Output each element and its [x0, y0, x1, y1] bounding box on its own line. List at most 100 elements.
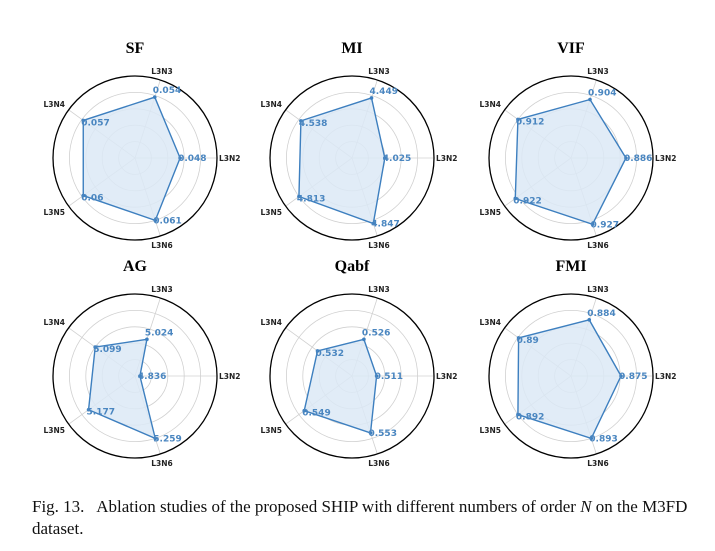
data-point-l3n2: [383, 156, 387, 160]
data-point-l3n6: [153, 218, 158, 223]
axis-label-l3n4: L3N4: [44, 100, 66, 109]
data-point-l3n3: [588, 97, 592, 102]
data-point-l3n2: [374, 374, 379, 378]
data-point-l3n6: [371, 221, 376, 226]
axis-label-l3n4: L3N4: [261, 100, 283, 109]
outer-ring: [52, 293, 218, 459]
data-point-l3n4: [93, 345, 97, 349]
data-point-l3n6: [368, 431, 373, 435]
value-label-l3n4: 4.538: [299, 119, 327, 129]
data-point-l3n4: [516, 336, 521, 340]
axis-label-l3n6: L3N6: [368, 241, 390, 250]
data-point-l3n5: [297, 194, 301, 199]
axis-label-l3n4: L3N4: [44, 318, 66, 327]
value-label-l3n4: 5.099: [93, 345, 121, 355]
radar-chart-mi: MI 4.025 4.449 4.538 4.813 4.847 L3N2 L3N3 L3N4 L…: [261, 40, 458, 250]
data-point-l3n2: [138, 374, 142, 378]
value-label-l3n3: 0.526: [362, 328, 390, 338]
value-label-l3n3: 4.449: [370, 87, 398, 97]
value-label-l3n5: 4.813: [297, 195, 325, 205]
value-label-l3n5: 5.177: [87, 408, 115, 418]
axis-label-l3n3: L3N3: [151, 67, 173, 76]
value-label-l3n5: 0.06: [81, 194, 103, 204]
value-label-l3n3: 0.054: [153, 86, 181, 96]
data-point-l3n6: [153, 436, 158, 441]
axis-label-l3n2: L3N2: [436, 154, 458, 163]
value-label-l3n4: 0.89: [517, 336, 539, 346]
data-polygon: [298, 97, 386, 225]
caption-text-before: Ablation studies of the proposed SHIP wi…: [96, 497, 576, 516]
axis-label-l3n5: L3N5: [44, 426, 66, 435]
chart-title: FMI: [555, 258, 586, 275]
data-point-l3n4: [516, 117, 520, 122]
axis-label-l3n3: L3N3: [587, 67, 609, 76]
data-point-l3n5: [513, 196, 518, 201]
chart-title: Qabf: [335, 258, 370, 275]
data-point-l3n6: [589, 436, 594, 441]
outer-ring: [488, 293, 654, 459]
radar-chart-grid: SF 0.048 0.054 0.057 0.06 0.061 L3N2 L3N3 L3N4 L3…: [44, 40, 677, 468]
axis-label-l3n6: L3N6: [368, 459, 390, 468]
axis-label-l3n4: L3N4: [480, 100, 502, 109]
data-point-l3n5: [86, 407, 91, 412]
axis-label-l3n2: L3N2: [219, 372, 241, 381]
axis-label-l3n2: L3N2: [655, 372, 677, 381]
outer-ring: [269, 75, 435, 241]
axis-label-l3n6: L3N6: [587, 459, 609, 468]
caption-symbol: N: [580, 497, 592, 516]
chart-title: MI: [341, 40, 362, 57]
value-label-l3n4: 0.057: [81, 118, 109, 128]
data-polygon: [87, 338, 157, 440]
axis-label-l3n5: L3N5: [480, 426, 502, 435]
value-label-l3n2: 4.836: [138, 372, 166, 382]
axis-label-l3n3: L3N3: [368, 67, 390, 76]
caption-text-after: on the M3FD dataset.: [32, 497, 688, 538]
data-point-l3n2: [178, 156, 182, 160]
axis-label-l3n5: L3N5: [261, 426, 283, 435]
value-label-l3n5: 0.922: [513, 196, 541, 206]
data-point-l3n4: [315, 349, 320, 353]
data-point-l3n3: [145, 337, 149, 342]
value-label-l3n2: 0.886: [624, 154, 652, 164]
data-point-l3n5: [516, 412, 520, 417]
axis-label-l3n6: L3N6: [587, 241, 609, 250]
caption-label: Fig. 13.: [32, 497, 85, 516]
data-point-l3n4: [81, 118, 86, 123]
data-polygon: [517, 319, 622, 440]
data-point-l3n4: [299, 119, 303, 123]
radar-chart-sf: SF 0.048 0.054 0.057 0.06 0.061 L3N2 L3N3 L3N4 L3…: [44, 40, 241, 250]
outer-ring: [269, 293, 435, 459]
radar-chart-ag: AG 4.836 5.024 5.099 5.177 5.259 L3N2 L3N3 L3N4 L…: [44, 258, 241, 468]
axis-label-l3n5: L3N5: [44, 208, 66, 217]
outer-ring: [488, 75, 654, 241]
chart-title: SF: [126, 40, 145, 57]
value-label-l3n6: 5.259: [153, 434, 181, 444]
data-point-l3n6: [590, 222, 595, 227]
value-label-l3n3: 0.884: [587, 309, 615, 319]
value-label-l3n2: 0.048: [178, 154, 206, 164]
axis-label-l3n6: L3N6: [151, 241, 173, 250]
radar-chart-fmi: FMI 0.875 0.884 0.89 0.892 0.893 L3N2 L3N3 L3N4 L…: [480, 258, 677, 468]
value-label-l3n3: 5.024: [145, 328, 173, 338]
value-label-l3n5: 0.892: [516, 413, 544, 423]
axis-label-l3n3: L3N3: [587, 285, 609, 294]
axis-label-l3n2: L3N2: [436, 372, 458, 381]
axis-label-l3n5: L3N5: [261, 208, 283, 217]
data-point-l3n5: [302, 408, 307, 413]
data-point-l3n3: [587, 318, 592, 322]
figure-caption: Fig. 13. Ablation studies of the propose…: [32, 496, 692, 540]
axis-label-l3n3: L3N3: [151, 285, 173, 294]
axis-label-l3n4: L3N4: [261, 318, 283, 327]
value-label-l3n4: 0.532: [316, 349, 344, 359]
axis-label-l3n6: L3N6: [151, 459, 173, 468]
data-point-l3n3: [369, 96, 374, 100]
value-label-l3n2: 0.511: [375, 372, 403, 382]
axis-label-l3n2: L3N2: [219, 154, 241, 163]
value-label-l3n6: 0.553: [368, 429, 396, 439]
data-polygon: [82, 96, 181, 222]
value-label-l3n3: 0.904: [588, 89, 616, 99]
value-label-l3n6: 0.061: [153, 216, 181, 226]
data-polygon: [303, 338, 378, 434]
data-polygon: [514, 98, 627, 226]
chart-title: AG: [123, 258, 148, 275]
